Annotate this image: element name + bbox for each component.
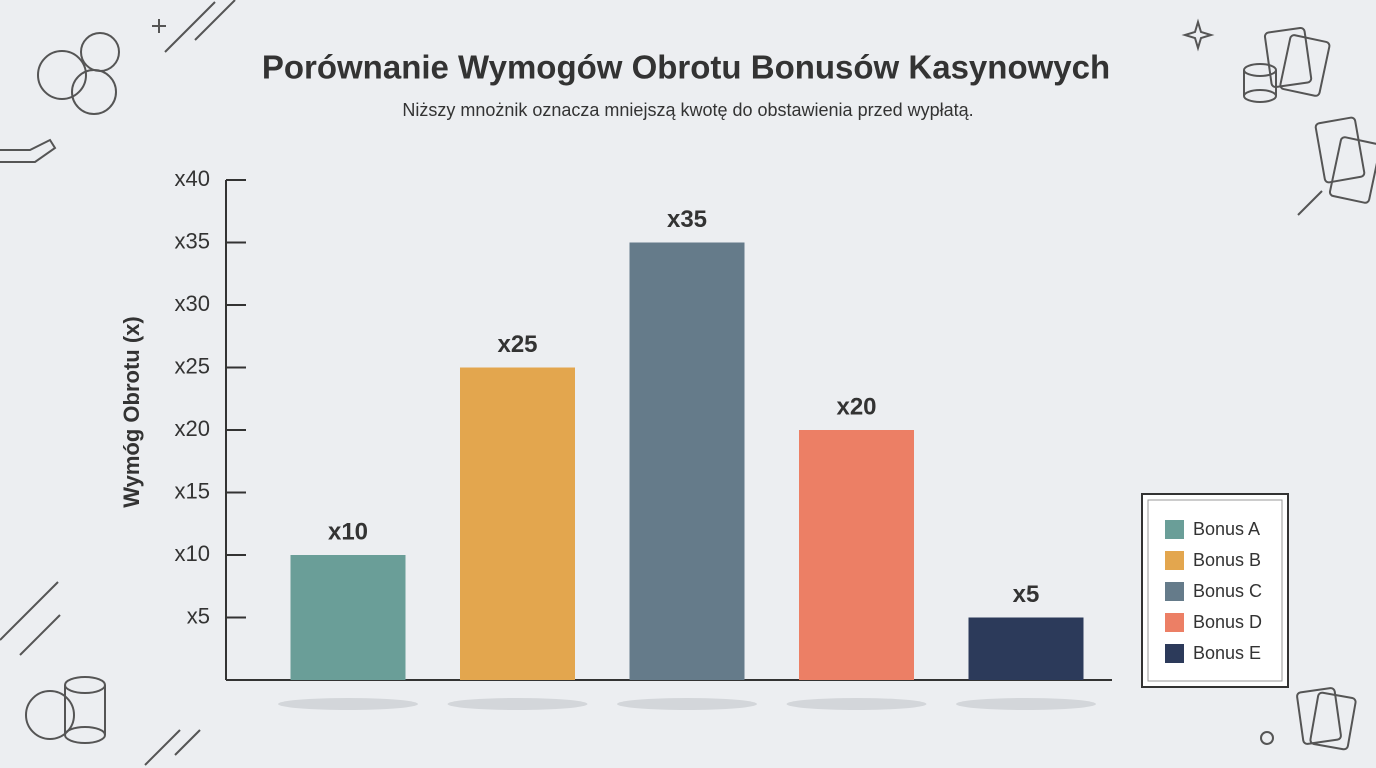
value-label: x35	[667, 206, 707, 233]
legend-swatch	[1165, 613, 1184, 632]
y-tick-label: x30	[175, 291, 210, 316]
bar	[968, 617, 1084, 680]
legend-swatch	[1165, 644, 1184, 663]
bar	[629, 242, 745, 680]
y-tick-label: x10	[175, 541, 210, 566]
y-tick-label: x5	[187, 603, 210, 628]
value-label: x10	[328, 518, 368, 545]
bar-shadow	[447, 698, 588, 710]
value-label: x20	[836, 393, 876, 420]
y-tick-label: x20	[175, 416, 210, 441]
y-axis-label: Wymóg Obrotu (x)	[119, 316, 144, 507]
legend-swatch	[1165, 520, 1184, 539]
bar	[460, 367, 575, 680]
bar-shadow	[617, 698, 757, 710]
legend-swatch	[1165, 551, 1184, 570]
legend-label: Bonus D	[1193, 612, 1262, 632]
y-tick-label: x15	[175, 478, 210, 503]
y-tick-label: x25	[175, 353, 210, 378]
legend-inner-border	[1147, 499, 1283, 682]
bar	[290, 555, 406, 680]
bar-shadow	[956, 698, 1096, 710]
y-tick-label: x35	[175, 228, 210, 253]
value-label: x25	[497, 331, 537, 358]
y-tick-label: x40	[175, 166, 210, 191]
value-label: x5	[1013, 581, 1040, 608]
legend-label: Bonus B	[1193, 550, 1261, 570]
legend-label: Bonus A	[1193, 519, 1260, 539]
bar-shadow	[278, 698, 418, 710]
legend-label: Bonus C	[1193, 581, 1262, 601]
legend-swatch	[1165, 582, 1184, 601]
chart-subtitle: Niższy mnożnik oznacza mniejszą kwotę do…	[402, 100, 973, 120]
chart-title: Porównanie Wymogów Obrotu Bonusów Kasyno…	[262, 49, 1110, 86]
bar	[799, 430, 914, 680]
bar-shadow	[786, 698, 927, 710]
legend-label: Bonus E	[1193, 643, 1261, 663]
